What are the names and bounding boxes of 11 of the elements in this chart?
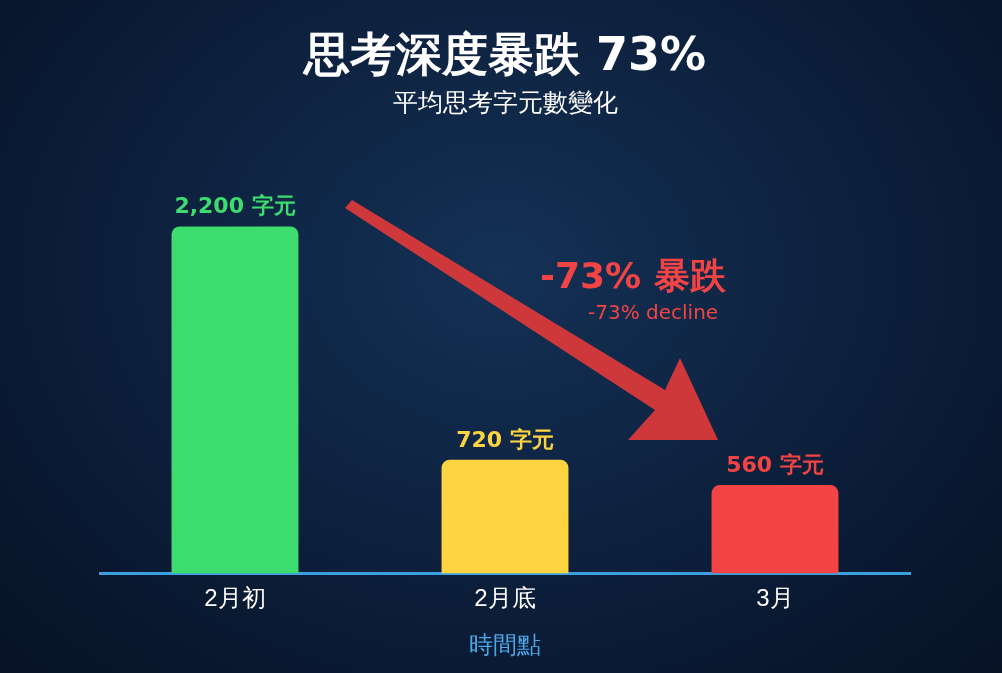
chart-subtitle: 平均思考字元數變化 (392, 87, 618, 117)
data-label: 720 字元 (456, 426, 554, 452)
annotation: -73% decline (588, 300, 719, 324)
chart-title: 思考深度暴跌 73% (301, 26, 707, 81)
x-tick-label: 2月底 (474, 584, 536, 612)
x-tick-label: 2月初 (204, 584, 266, 612)
data-label: 560 字元 (726, 451, 824, 477)
x-tick-label: 3月 (756, 584, 794, 612)
x-axis-title: 時間點 (469, 631, 541, 659)
annotation: -73% 暴跌 (540, 254, 726, 298)
data-label: 2,200 字元 (174, 193, 296, 219)
